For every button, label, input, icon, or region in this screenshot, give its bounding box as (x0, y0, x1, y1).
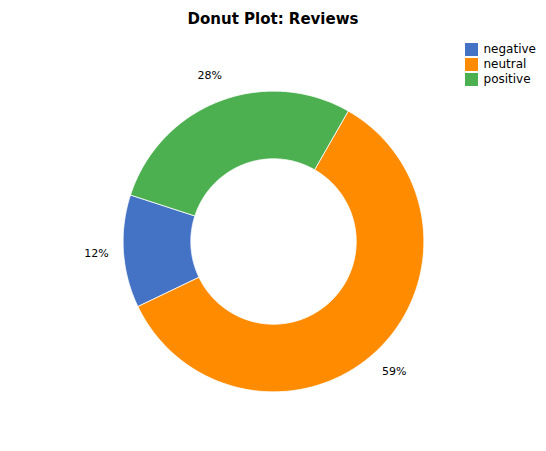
html-text:Donut Plot: Reviews: Donut Plot: Reviews (187, 10, 359, 28)
svg-text:12%: 12% (84, 247, 108, 260)
html-text:neutral: neutral (483, 57, 527, 71)
svg-text:59%: 59% (382, 365, 406, 378)
html-text:negative: negative (483, 42, 536, 56)
svg-text:28%: 28% (197, 69, 221, 82)
html-text:positive: positive (483, 72, 531, 86)
